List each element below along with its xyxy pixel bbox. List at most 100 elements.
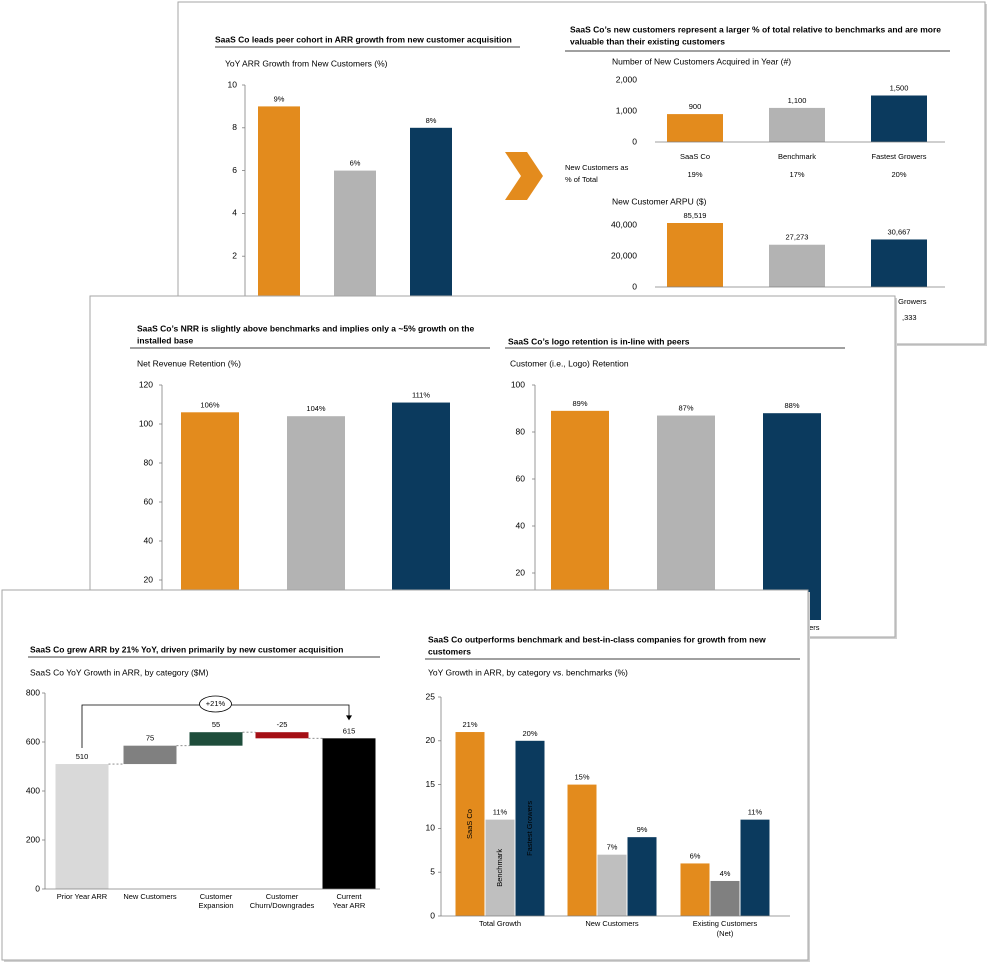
- y-tick-label: 80: [516, 426, 526, 436]
- value-label: 15%: [574, 773, 589, 782]
- y-tick-label: 400: [26, 785, 40, 795]
- y-tick-label: 200: [26, 834, 40, 844]
- value-label: 1,100: [788, 96, 807, 105]
- chevron-arrow: [505, 152, 543, 200]
- axis-title: YoY Growth in ARR, by category vs. bench…: [428, 667, 628, 677]
- y-tick-label: 20: [516, 567, 526, 577]
- bar: [334, 170, 376, 299]
- plot-area: [551, 410, 821, 620]
- bar: [392, 402, 450, 619]
- bar: [740, 819, 770, 916]
- bar: [627, 837, 657, 916]
- y-tick-label: 6: [232, 165, 237, 175]
- y-tick-label: 15: [426, 779, 436, 789]
- value-label: 7%: [607, 843, 618, 852]
- axis-title: SaaS Co YoY Growth in ARR, by category (…: [30, 667, 209, 677]
- x-tick-label: Current: [336, 892, 362, 901]
- chart-title: customers: [428, 646, 471, 656]
- value-label: 9%: [637, 825, 648, 834]
- y-tick-label: 0: [632, 136, 637, 146]
- y-tick-label: 0: [430, 910, 435, 920]
- slide: SaaS Co leads peer cohort in ARR growth …: [177, 1, 987, 346]
- y-tick-label: 80: [144, 457, 154, 467]
- bar: [763, 413, 821, 620]
- x-tick-label: Prior Year ARR: [57, 892, 108, 901]
- legend-label: Benchmark: [495, 849, 504, 887]
- y-tick-label: 2: [232, 250, 237, 260]
- slide-background: [1, 589, 809, 961]
- value-label: 87%: [678, 404, 693, 413]
- row-value: 17%: [789, 170, 804, 179]
- y-tick-label: 20: [144, 574, 154, 584]
- y-tick-label: 10: [228, 79, 238, 89]
- y-tick-label: 800: [26, 687, 40, 697]
- value-label: 55: [212, 720, 220, 729]
- x-tick-label: SaaS Co: [680, 152, 710, 161]
- value-label: 6%: [350, 159, 361, 168]
- slide: SaaS Co grew ARR by 21% YoY, driven prim…: [1, 589, 810, 962]
- value-label: 9%: [274, 94, 285, 103]
- annotation: ,333: [902, 313, 917, 322]
- y-tick-label: 5: [430, 866, 435, 876]
- x-tick-label: Customer: [200, 892, 233, 901]
- x-tick-label: Fastest Growers: [871, 297, 926, 306]
- legend-label: SaaS Co: [465, 809, 474, 839]
- x-tick-label: Churn/Downgrades: [250, 901, 315, 910]
- value-label: 106%: [200, 400, 220, 409]
- annotation: +21%: [206, 699, 226, 708]
- x-tick-label: Year ARR: [333, 901, 366, 910]
- bar: [181, 412, 239, 619]
- x-tick-label: (Net): [717, 929, 734, 938]
- value-label: 85,519: [684, 211, 707, 220]
- y-tick-label: 8: [232, 122, 237, 132]
- value-label: 27,273: [786, 233, 809, 242]
- value-label: 21%: [462, 720, 477, 729]
- axis-title: Customer (i.e., Logo) Retention: [510, 358, 629, 368]
- y-tick-label: 60: [516, 473, 526, 483]
- waterfall-bar: [322, 738, 376, 889]
- x-tick-label: New Customers: [123, 892, 177, 901]
- plot-area: [55, 732, 376, 889]
- x-tick-label: Fastest Growers: [871, 152, 926, 161]
- chart-title: SaaS Co leads peer cohort in ARR growth …: [215, 34, 512, 44]
- y-tick-label: 1,000: [616, 105, 638, 115]
- axis-title: Net Revenue Retention (%): [137, 358, 241, 368]
- y-tick-label: 100: [511, 379, 525, 389]
- bar: [515, 740, 545, 916]
- y-tick-label: 120: [139, 379, 153, 389]
- row-value: 19%: [687, 170, 702, 179]
- value-label: 75: [146, 734, 154, 743]
- y-tick-label: 25: [426, 691, 436, 701]
- value-label: 615: [343, 726, 356, 735]
- bar: [657, 415, 715, 620]
- row-label: % of Total: [565, 175, 598, 184]
- axis-title: YoY ARR Growth from New Customers (%): [225, 58, 388, 68]
- bar: [455, 732, 485, 916]
- plot-area: [455, 732, 770, 916]
- y-tick-label: 600: [26, 736, 40, 746]
- x-tick-label: Expansion: [198, 901, 233, 910]
- row-label: New Customers as: [565, 163, 629, 172]
- row-value: 20%: [891, 170, 906, 179]
- chart-title: installed base: [137, 335, 193, 345]
- bar: [667, 114, 723, 142]
- value-label: 8%: [426, 116, 437, 125]
- value-label: 20%: [522, 729, 537, 738]
- y-tick-label: 40,000: [611, 219, 637, 229]
- y-tick-label: 40: [144, 535, 154, 545]
- waterfall-bar: [55, 764, 109, 889]
- chart-title: SaaS Co’s NRR is slightly above benchmar…: [137, 323, 474, 333]
- plot-area: [667, 95, 927, 142]
- value-label: 11%: [493, 808, 508, 817]
- axis-title: Number of New Customers Acquired in Year…: [612, 56, 791, 66]
- value-label: 89%: [572, 399, 587, 408]
- value-label: 88%: [784, 401, 799, 410]
- bar: [680, 863, 710, 916]
- value-label: -25: [277, 720, 288, 729]
- value-label: 900: [689, 102, 702, 111]
- chart-title: valuable than their existing customers: [570, 36, 725, 46]
- bar: [710, 880, 740, 916]
- chart-title: SaaS Co grew ARR by 21% YoY, driven prim…: [30, 644, 344, 654]
- chart-title: SaaS Co’s logo retention is in-line with…: [508, 336, 690, 346]
